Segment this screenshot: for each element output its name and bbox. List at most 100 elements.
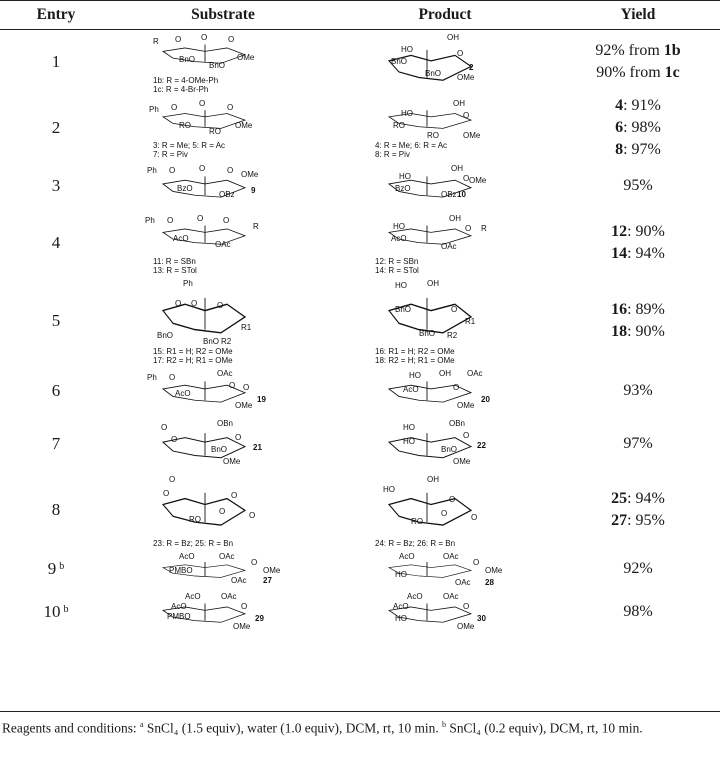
entry-cell: 8 xyxy=(0,472,112,549)
yield-value: 6: 98% xyxy=(615,118,661,136)
entry-footnote-mark: b xyxy=(59,560,65,572)
atom-label: OBn xyxy=(449,419,465,428)
atom-label: O xyxy=(243,383,249,392)
yield-cell: 97% xyxy=(556,416,720,472)
yield-value: 93% xyxy=(623,381,653,399)
atom-label: BnO xyxy=(391,57,407,66)
atom-label: O xyxy=(167,216,173,225)
atom-label: O xyxy=(463,431,469,440)
structure-caption: 1c: R = 4-Br-Ph xyxy=(153,85,208,93)
compound-number: 10 xyxy=(457,190,466,199)
product-structure: HO OH OAc AcO O OMe 20 xyxy=(387,369,490,410)
atom-label: Ph xyxy=(147,166,157,175)
structure-caption: 12: R = SBn xyxy=(375,257,418,266)
structure-skeleton xyxy=(387,49,473,81)
atom-label: HO xyxy=(395,570,407,579)
product-cell: OH HO BnO O BnO OMe 2 xyxy=(334,30,556,95)
atom-label: HO xyxy=(383,485,395,494)
yield-cell: 95% xyxy=(556,161,720,211)
structure-caption: 11: R = SBn xyxy=(153,257,196,266)
yield-value: 14: 94% xyxy=(611,245,665,262)
product-cell: HO OH O O O RO 24: R = Bz; 26: R = Bn xyxy=(334,472,556,549)
atom-label: RO xyxy=(427,131,439,140)
atom-label: OMe xyxy=(237,53,255,62)
yield-cell: 12: 90% 14: 94% xyxy=(556,211,720,276)
atom-label: AcO xyxy=(185,592,201,601)
atom-label: AcO xyxy=(393,602,409,611)
atom-label: OAc xyxy=(219,552,235,561)
atom-label: O xyxy=(463,174,469,183)
atom-label: R xyxy=(253,222,259,231)
atom-label: OH xyxy=(451,164,463,173)
structure-skeleton xyxy=(387,109,473,129)
atom-label: RO xyxy=(209,127,221,136)
product-cell: HO OH OAc AcO O OMe 20 xyxy=(334,366,556,416)
atom-label: AcO xyxy=(179,552,195,561)
compound-number: 22 xyxy=(477,441,486,450)
footnote-b-text: SnCl₄ (0.2 equiv), DCM, rt, 10 min. xyxy=(446,720,643,736)
atom-label: OMe xyxy=(235,401,253,410)
substrate-cell: Ph O O O BzO OBz OMe 9 xyxy=(112,161,334,211)
yield-cell: 98% xyxy=(556,589,720,636)
yield-value: 27: 95% xyxy=(611,512,665,529)
atom-label: OMe xyxy=(223,457,241,466)
table-row: 7 O O OBn O BnO OMe 21 HO HO OBn O BnO OMe 22 97% xyxy=(0,416,720,472)
atom-label: HO xyxy=(409,371,421,380)
atom-label: O xyxy=(171,103,177,112)
structure-caption: 16: R1 = H; R2 = OMe xyxy=(375,347,455,356)
structure-caption: 13: R = STol xyxy=(153,266,197,274)
table-bottom-rule xyxy=(0,711,720,712)
atom-label: O xyxy=(201,33,207,42)
compound-number: 20 xyxy=(481,395,490,404)
atom-label: R1 xyxy=(465,317,476,326)
yield-value: 92% from 1b xyxy=(595,42,681,60)
atom-label: AcO xyxy=(173,234,189,243)
structure-skeleton xyxy=(387,225,473,245)
table-row: 1 R O O O BnO BnO OMe 1b: R = 4-OMe-Ph 1c: R = 4-… xyxy=(0,30,720,95)
atom-label: O xyxy=(163,489,169,498)
product-cell: HO OH BnO O BnO R1 R2 16: R1 = H; R2 = OMe 18: R… xyxy=(334,276,556,366)
atom-label: RO xyxy=(189,515,201,524)
atom-label: HO xyxy=(393,222,405,231)
yield-value: 95% xyxy=(623,176,653,194)
header-product: Product xyxy=(334,0,556,30)
entry-cell: 5 xyxy=(0,276,112,366)
table-row: 5 Ph O O O BnO BnO R1 R2 15: R1 = H; R2 = OMe 17: … xyxy=(0,276,720,366)
structure-skeleton xyxy=(387,492,473,526)
table-body: 1 R O O O BnO BnO OMe 1b: R = 4-OMe-Ph 1c: R = 4-… xyxy=(0,30,720,636)
atom-label: OBz xyxy=(441,190,457,199)
yield-value: 25: 94% xyxy=(611,490,665,507)
structure-skeleton xyxy=(387,561,473,578)
entry-number: 9 xyxy=(47,558,57,578)
entry-number: 7 xyxy=(51,433,61,453)
table-row: 8 O O O O O RO 23: R = Bz; 25: R = Bn HO OH O O O RO 2… xyxy=(0,472,720,549)
yield-value: 12: 90% xyxy=(611,223,665,240)
atom-label: OMe xyxy=(463,131,481,140)
atom-label: OH xyxy=(449,214,461,223)
atom-label: HO xyxy=(399,172,411,181)
atom-label: BnO xyxy=(419,329,435,338)
entry-number: 10 xyxy=(43,602,61,621)
atom-label: O xyxy=(449,495,455,504)
atom-label: OAc xyxy=(215,240,231,249)
atom-label: OMe xyxy=(241,170,259,179)
compound-number: 30 xyxy=(477,614,486,623)
atom-label: OAc xyxy=(441,242,457,251)
atom-label: O xyxy=(457,49,463,58)
product-cell: AcO OAc O HO OMe OAc 28 xyxy=(334,549,556,589)
yield-cell: 25: 94% 27: 95% xyxy=(556,472,720,549)
atom-label: OAc xyxy=(443,592,459,601)
entry-number: 3 xyxy=(51,175,61,195)
atom-label: AcO xyxy=(391,234,407,243)
structure-skeleton xyxy=(161,432,247,458)
atom-label: O xyxy=(227,166,233,175)
atom-label: O xyxy=(453,383,459,392)
structure-caption: 4: R = Me; 6: R = Ac xyxy=(375,141,447,150)
